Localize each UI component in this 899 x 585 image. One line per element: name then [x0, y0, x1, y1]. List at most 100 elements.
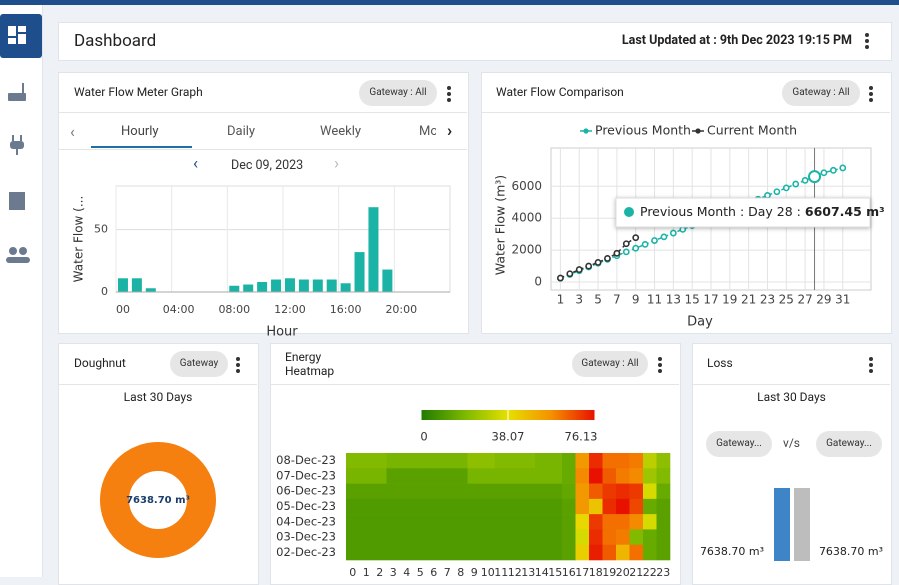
x-tick-label: 29 [816, 293, 831, 307]
heat-cell [454, 453, 468, 469]
heat-cell [616, 498, 630, 515]
heat-cell [494, 514, 509, 530]
heat-cell [548, 483, 563, 500]
point [632, 244, 640, 252]
heat-cell [589, 498, 603, 515]
column-label: 1 [363, 566, 370, 577]
heat-cell [454, 529, 468, 546]
x-tick-label: 08:00 [218, 303, 250, 316]
divider [59, 384, 257, 385]
heat-cell [481, 453, 495, 469]
tab-next[interactable]: › [447, 121, 453, 141]
point [575, 266, 583, 273]
column-label: 21 [629, 566, 643, 577]
point [566, 270, 574, 278]
bar [354, 252, 365, 292]
heat-cell [346, 498, 360, 515]
column-label: 15 [548, 566, 562, 577]
heat-cell [400, 544, 414, 561]
heat-cell [575, 529, 590, 546]
gateway-pill[interactable]: Gateway... [816, 431, 882, 457]
heat-cell [535, 529, 549, 546]
bar [312, 279, 323, 292]
menu[interactable] [869, 357, 873, 373]
nav-gateway[interactable] [8, 83, 26, 101]
gateway-pill[interactable]: Gateway : All [572, 351, 648, 377]
menu[interactable] [658, 357, 662, 373]
heat-cell [575, 468, 590, 484]
menu[interactable] [865, 33, 869, 49]
gateway-pill[interactable]: Gateway [170, 351, 228, 377]
heat-cell [494, 544, 509, 561]
bar [382, 269, 393, 292]
heat-cell [400, 483, 414, 500]
bar [326, 279, 337, 292]
heat-cell [575, 453, 590, 469]
heat-cell [386, 544, 401, 561]
heat-cell [373, 514, 387, 530]
bar [257, 282, 268, 292]
date-next[interactable]: › [334, 154, 340, 174]
gateway-pill[interactable]: Gateway... [706, 431, 772, 457]
menu[interactable] [869, 86, 873, 102]
heat-cell [589, 468, 603, 484]
heat-cell [656, 483, 671, 500]
bar [298, 279, 309, 292]
x-tick-label: 3 [575, 293, 583, 307]
nav-plug[interactable] [10, 135, 24, 155]
gateway-pill[interactable]: Gateway : All [359, 80, 437, 106]
row-label: 02-Dec-23 [276, 545, 336, 559]
tab[interactable]: Mo [419, 124, 436, 139]
heat-cell [427, 468, 441, 484]
point [622, 240, 630, 248]
tab[interactable]: Daily [227, 124, 256, 139]
heat-cell [481, 544, 495, 561]
date-prev[interactable]: ‹ [193, 154, 199, 174]
heat-cell [359, 453, 374, 469]
subtitle: Last 30 Days [123, 390, 193, 404]
heat-cell [373, 544, 387, 561]
x-tick-label: 04:00 [163, 303, 195, 316]
sidebar-icons [0, 14, 42, 263]
nav-bill[interactable] [9, 192, 25, 210]
heat-cell [454, 514, 468, 530]
row-label: 03-Dec-23 [276, 530, 336, 544]
heat-cell [386, 498, 401, 515]
heat-cell [467, 483, 482, 500]
heat-cell [494, 529, 509, 546]
tab[interactable]: Weekly [320, 124, 362, 139]
column-label: 7 [444, 566, 451, 577]
heat-cell [413, 498, 428, 515]
column-label: 20 [616, 566, 630, 577]
y-tick-label: 4000 [511, 211, 542, 225]
heat-cell [359, 483, 374, 500]
heat-cell [386, 514, 401, 530]
tooltip-label: Previous Month : Day 28 : [640, 204, 801, 219]
x-tick-label: 5 [594, 293, 602, 307]
menu[interactable] [447, 86, 451, 102]
heat-cell [508, 498, 522, 515]
tab[interactable]: Hourly [121, 124, 159, 139]
gateway-pill[interactable]: Gateway : All [782, 80, 860, 106]
heat-cell [467, 468, 482, 484]
heat-cell [508, 544, 522, 561]
heat-cell [346, 468, 360, 484]
point [829, 166, 837, 174]
heat-cell [467, 529, 482, 546]
heat-cell [427, 529, 441, 546]
row-label: 08-Dec-23 [276, 453, 336, 467]
heat-cell [427, 514, 441, 530]
column-label: 23 [656, 566, 670, 577]
bar [340, 283, 351, 292]
heat-cell [400, 468, 414, 484]
card-title: Heatmap [285, 364, 335, 378]
nav-users[interactable] [6, 247, 30, 263]
heat-cell [535, 498, 549, 515]
x-tick-label: 16:00 [330, 303, 362, 316]
value-label: 7638.70 m³ [819, 545, 883, 558]
menu[interactable] [236, 357, 240, 373]
row-label: 07-Dec-23 [276, 468, 336, 482]
heat-cell [656, 453, 671, 469]
tab-prev[interactable]: ‹ [70, 122, 75, 141]
